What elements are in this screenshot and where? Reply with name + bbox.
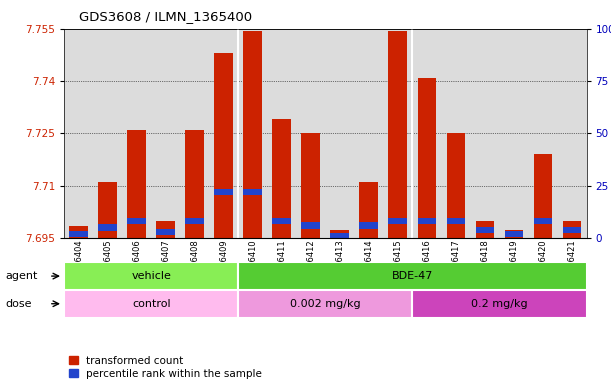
Bar — [359, 182, 378, 238]
Text: GDS3608 / ILMN_1365400: GDS3608 / ILMN_1365400 — [79, 10, 252, 23]
Text: dose: dose — [5, 299, 31, 309]
Bar — [389, 218, 408, 225]
Text: 0.002 mg/kg: 0.002 mg/kg — [290, 299, 360, 309]
Bar — [69, 226, 88, 238]
Bar — [185, 130, 204, 238]
Text: control: control — [132, 299, 170, 309]
Bar — [156, 228, 175, 235]
Bar — [98, 225, 117, 231]
Bar — [156, 221, 175, 238]
Bar — [301, 222, 320, 228]
Bar — [359, 222, 378, 228]
Text: 0.2 mg/kg: 0.2 mg/kg — [471, 299, 528, 309]
Bar — [64, 262, 238, 290]
Bar — [505, 231, 524, 237]
Bar — [64, 290, 238, 318]
Bar — [273, 218, 291, 225]
Bar — [505, 230, 524, 238]
Bar — [563, 227, 582, 233]
Bar — [127, 130, 146, 238]
Bar — [417, 218, 436, 225]
Bar — [412, 290, 587, 318]
Bar — [243, 189, 262, 195]
Bar — [475, 221, 494, 238]
Bar — [447, 218, 466, 225]
Bar — [214, 189, 233, 195]
Bar — [331, 230, 349, 238]
Bar — [475, 227, 494, 233]
Bar — [98, 182, 117, 238]
Bar — [127, 218, 146, 225]
Bar — [243, 31, 262, 238]
Bar — [301, 133, 320, 238]
Bar — [238, 290, 412, 318]
Bar — [533, 218, 552, 225]
Bar — [69, 231, 88, 237]
Text: BDE-47: BDE-47 — [392, 271, 433, 281]
Bar — [417, 78, 436, 238]
Bar — [185, 218, 204, 225]
Bar — [273, 119, 291, 238]
Bar — [238, 262, 587, 290]
Bar — [331, 233, 349, 239]
Text: vehicle: vehicle — [131, 271, 171, 281]
Bar — [389, 31, 408, 238]
Text: agent: agent — [5, 271, 37, 281]
Bar — [214, 53, 233, 238]
Bar — [533, 154, 552, 238]
Bar — [563, 221, 582, 238]
Bar — [447, 133, 466, 238]
Legend: transformed count, percentile rank within the sample: transformed count, percentile rank withi… — [70, 356, 262, 379]
